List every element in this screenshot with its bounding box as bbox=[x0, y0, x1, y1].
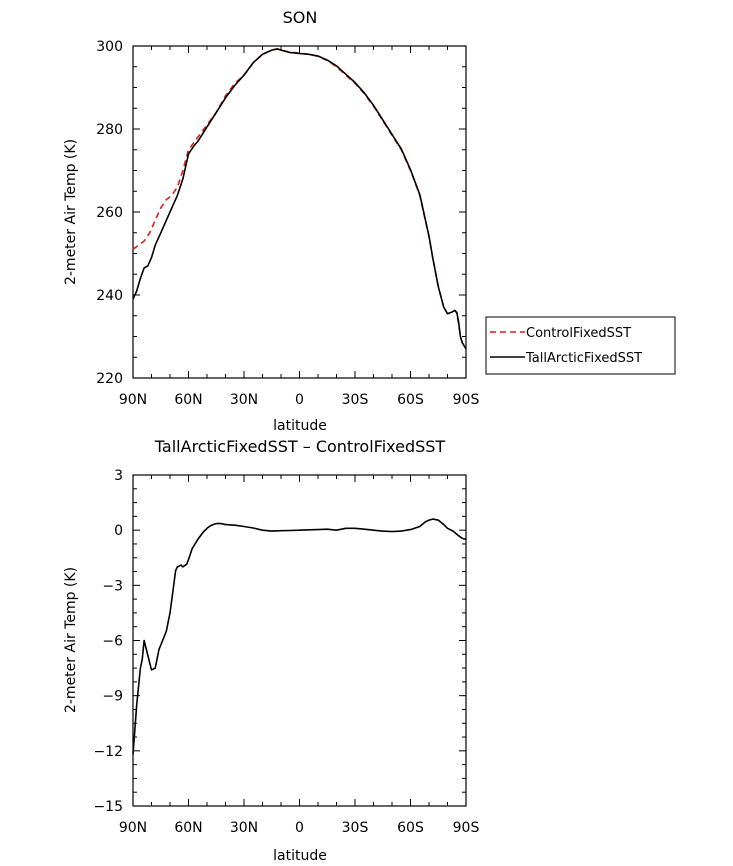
top-chart-ytick-label: 280 bbox=[96, 122, 123, 138]
bottom-chart-xtick-label: 90N bbox=[119, 820, 147, 836]
bottom-chart-xtick-label: 30N bbox=[230, 820, 258, 836]
top-chart-xtick-label: 90N bbox=[119, 392, 147, 408]
bottom-chart-ytick-label: 0 bbox=[114, 523, 123, 539]
top-chart: SON latitude 2-meter Air Temp (K) 90N 60N… bbox=[63, 8, 676, 434]
bottom-chart-ticks: 90N 60N 30N 0 30S 60S 90S 3 0 −3 −6 −9 −12 −15 bbox=[93, 468, 479, 836]
top-chart-xtick-label: 30N bbox=[230, 392, 258, 408]
bottom-chart-xtick-label: 0 bbox=[295, 820, 304, 836]
top-chart-xtick-label: 90S bbox=[453, 392, 480, 408]
bottom-chart-title: TallArcticFixedSST – ControlFixedSST bbox=[154, 437, 446, 456]
top-chart-xlabel: latitude bbox=[273, 418, 327, 434]
top-chart-series bbox=[132, 48, 467, 350]
bottom-chart-ytick-label: −6 bbox=[102, 634, 123, 650]
legend: ControlFixedSST TallArcticFixedSST bbox=[485, 316, 676, 375]
bottom-chart-xtick-label: 60S bbox=[397, 820, 424, 836]
top-chart-ylabel: 2-meter Air Temp (K) bbox=[63, 139, 79, 285]
top-chart-series-line-0 bbox=[132, 48, 467, 350]
bottom-chart-xtick-label: 30S bbox=[342, 820, 369, 836]
top-chart-xtick-label: 30S bbox=[342, 392, 369, 408]
top-chart-series-line-1 bbox=[132, 48, 467, 350]
top-chart-xtick-label: 60S bbox=[397, 392, 424, 408]
bottom-chart-xtick-label: 90S bbox=[453, 820, 480, 836]
bottom-chart-ytick-label: −15 bbox=[93, 799, 123, 815]
top-chart-ticks: 90N 60N 30N 0 30S 60S 90S 220 240 260 280 300 bbox=[96, 39, 479, 408]
legend-label-control: ControlFixedSST bbox=[526, 326, 631, 341]
bottom-chart-series-line-0 bbox=[132, 518, 467, 755]
top-chart-ytick-label: 300 bbox=[96, 39, 123, 55]
top-chart-title: SON bbox=[283, 8, 318, 27]
top-chart-xtick-label: 60N bbox=[174, 392, 202, 408]
legend-label-tall: TallArcticFixedSST bbox=[525, 351, 642, 366]
top-chart-xtick-label: 0 bbox=[295, 392, 304, 408]
top-chart-ytick-label: 260 bbox=[96, 205, 123, 221]
bottom-chart-ytick-label: −3 bbox=[102, 578, 123, 594]
bottom-chart-series bbox=[132, 518, 467, 755]
bottom-chart-ytick-label: 3 bbox=[114, 468, 123, 484]
bottom-chart-ylabel: 2-meter Air Temp (K) bbox=[63, 567, 79, 713]
bottom-chart: TallArcticFixedSST – ControlFixedSST lat… bbox=[63, 437, 479, 864]
legend-box bbox=[485, 316, 676, 375]
bottom-chart-frame bbox=[132, 474, 467, 807]
bottom-chart-xlabel: latitude bbox=[273, 848, 327, 864]
bottom-chart-ytick-label: −12 bbox=[93, 744, 123, 760]
top-chart-ytick-label: 220 bbox=[96, 371, 123, 387]
bottom-chart-ytick-label: −9 bbox=[102, 689, 123, 705]
top-chart-ytick-label: 240 bbox=[96, 288, 123, 304]
top-chart-frame bbox=[132, 45, 467, 379]
bottom-chart-xtick-label: 60N bbox=[174, 820, 202, 836]
